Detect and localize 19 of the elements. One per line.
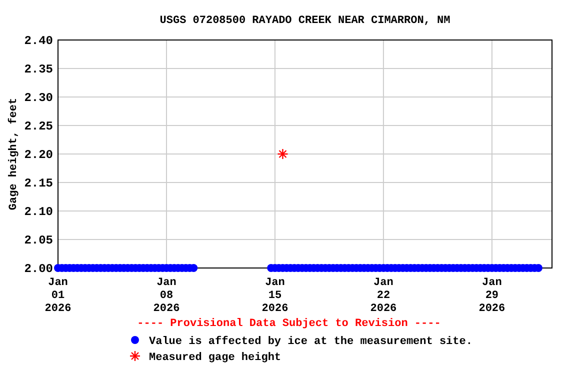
y-tick-label: 2.40 [24, 34, 53, 48]
y-tick-label: 2.00 [24, 262, 53, 276]
x-tick-label: Jan 29 2026 [478, 277, 506, 315]
y-tick-label: 2.10 [24, 205, 53, 220]
y-axis-title: Gage height, feet [7, 98, 20, 210]
y-tick-label: 2.35 [24, 62, 53, 77]
x-tick-label: Jan 08 2026 [153, 277, 180, 315]
x-tick-label: Jan 15 2026 [262, 277, 288, 315]
y-tick-label: 2.05 [24, 234, 53, 248]
legend-label: Measured gage height [149, 352, 282, 364]
text: ---- Provisional Data Subject to Revision ---- [137, 318, 441, 330]
chart-title: USGS 07208500 RAYADO CREEK NEAR CIMARRON, NM [160, 15, 451, 27]
y-tick-label: 2.20 [24, 148, 53, 162]
x-tick-label: Jan 01 2026 [44, 277, 72, 315]
y-tick-label: 2.25 [24, 120, 53, 134]
x-tick-label: Jan 22 2026 [370, 277, 397, 315]
y-tick-label: 2.15 [24, 176, 53, 191]
legend-label: Value is affected by ice at the measurement site. [149, 334, 472, 348]
y-tick-label: 2.30 [24, 91, 53, 106]
